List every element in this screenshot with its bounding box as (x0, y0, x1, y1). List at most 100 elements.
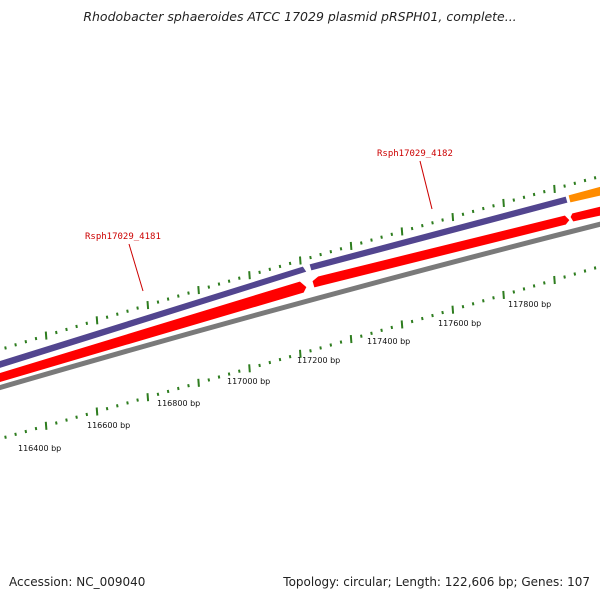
major-tick (502, 198, 505, 207)
minor-tick (309, 349, 312, 353)
scale-label: 117000 bp (227, 377, 270, 386)
minor-tick (166, 297, 170, 301)
minor-tick (14, 343, 17, 347)
scale-label: 116400 bp (18, 444, 61, 453)
minor-tick (543, 281, 546, 285)
major-tick (553, 184, 556, 193)
scale-labels: 116400 bp 116600 bp 116800 bp 117000 bp … (18, 300, 551, 453)
minor-tick (85, 321, 89, 325)
gene-label-4182[interactable]: Rsph17029_4182 (377, 149, 453, 159)
minor-tick (482, 299, 485, 303)
major-tick (146, 393, 150, 402)
gene-red-arrow-1[interactable] (0, 280, 308, 384)
minor-tick (583, 269, 587, 273)
minor-tick (563, 184, 566, 188)
map-title: Rhodobacter sphaeroides ATCC 17029 plasm… (83, 9, 517, 24)
minor-tick (309, 255, 312, 260)
gene-label-leader-4182 (419, 160, 433, 210)
minor-tick (136, 398, 139, 402)
minor-tick (360, 334, 363, 338)
minor-tick (380, 328, 383, 332)
major-tick (299, 349, 302, 358)
minor-tick (34, 426, 38, 431)
minor-tick (492, 296, 495, 300)
minor-tick (593, 266, 597, 270)
minor-tick (238, 369, 241, 373)
minor-tick (85, 412, 89, 417)
minor-tick (471, 209, 475, 214)
major-tick (197, 378, 200, 387)
scale-label: 117600 bp (438, 319, 481, 328)
scale-label: 116800 bp (157, 399, 200, 408)
feature-ticks (4, 176, 597, 350)
gene-rsph17029-4181-bar[interactable] (0, 265, 308, 370)
minor-tick (75, 324, 78, 329)
gene-label-4181[interactable]: Rsph17029_4181 (85, 232, 161, 242)
minor-tick (14, 432, 17, 436)
scale-label: 116600 bp (87, 421, 130, 430)
minor-tick (339, 247, 343, 251)
scale-label: 117200 bp (297, 356, 340, 365)
major-tick (502, 290, 505, 299)
minor-tick (431, 313, 434, 318)
major-tick (299, 256, 302, 265)
minor-tick (34, 336, 38, 341)
minor-tick (24, 340, 28, 344)
minor-tick (532, 284, 536, 288)
major-tick (349, 335, 353, 344)
minor-tick (156, 392, 160, 396)
minor-tick (24, 429, 28, 434)
minor-tick (410, 226, 414, 231)
major-tick (197, 286, 200, 295)
major-tick (248, 271, 251, 280)
gene-rsph17029-4182-bar[interactable] (308, 195, 569, 272)
minor-tick (329, 343, 333, 347)
minor-tick (421, 224, 424, 228)
major-tick (95, 316, 99, 325)
minor-tick (410, 319, 414, 324)
major-tick (349, 241, 353, 250)
gene-red-arrow-2[interactable] (311, 214, 571, 289)
minor-tick (390, 232, 394, 236)
minor-tick (4, 435, 7, 439)
major-tick (146, 301, 150, 310)
minor-tick (329, 250, 333, 254)
minor-tick (522, 195, 526, 199)
minor-tick (258, 270, 261, 274)
scale-label: 117800 bp (508, 300, 551, 309)
minor-tick (380, 235, 383, 239)
major-tick (44, 331, 48, 340)
backbone-line (0, 221, 600, 391)
scale-label: 117400 bp (367, 337, 410, 346)
minor-tick (126, 309, 129, 313)
minor-tick (75, 415, 78, 419)
minor-tick (583, 178, 587, 183)
minor-tick (177, 386, 180, 391)
minor-tick (522, 287, 526, 291)
minor-tick (268, 267, 272, 271)
minor-tick (278, 264, 282, 269)
minor-tick (136, 306, 139, 310)
minor-tick (512, 198, 516, 202)
gene-red-arrow-3[interactable] (569, 205, 600, 223)
major-tick (248, 364, 251, 373)
gene-label-leader-4181 (128, 243, 144, 292)
minor-tick (319, 252, 322, 257)
minor-tick (105, 315, 109, 319)
minor-tick (360, 241, 363, 245)
minor-tick (461, 212, 465, 216)
minor-tick (593, 176, 597, 180)
minor-tick (187, 291, 190, 295)
minor-tick (207, 285, 211, 289)
minor-tick (227, 279, 231, 283)
minor-tick (187, 384, 190, 388)
major-tick (400, 227, 404, 236)
major-tick (451, 213, 455, 222)
gene-orange-bar[interactable] (567, 185, 600, 204)
minor-tick (370, 331, 373, 335)
minor-tick (217, 375, 221, 379)
minor-tick (370, 238, 373, 242)
minor-tick (55, 421, 58, 425)
minor-tick (512, 290, 516, 294)
